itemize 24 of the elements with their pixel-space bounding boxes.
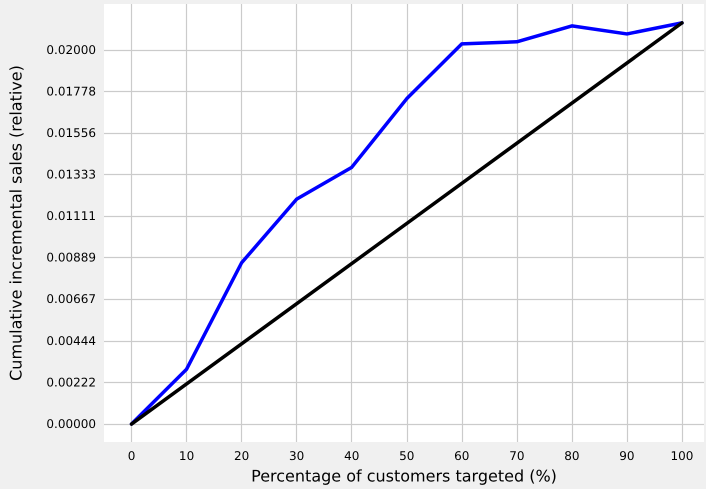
y-tick-label: 0.01333 bbox=[46, 168, 96, 182]
x-tick-label: 30 bbox=[289, 449, 304, 463]
x-tick-label: 40 bbox=[344, 449, 360, 463]
x-axis-title: Percentage of customers targeted (%) bbox=[251, 466, 557, 486]
x-tick-label: 50 bbox=[399, 449, 414, 463]
x-tick-label: 90 bbox=[619, 449, 635, 463]
y-tick-label: 0.00000 bbox=[46, 417, 96, 432]
x-tick-label: 20 bbox=[234, 449, 250, 463]
x-tick-label: 80 bbox=[564, 449, 580, 463]
line-series bbox=[130, 21, 684, 426]
x-tick-label: 60 bbox=[454, 449, 470, 463]
x-tick-label: 100 bbox=[670, 449, 694, 463]
y-tick-label: 0.00889 bbox=[46, 250, 96, 265]
x-tick-label: 70 bbox=[509, 449, 524, 463]
x-tick-label: 0 bbox=[128, 449, 136, 463]
y-tick-label: 0.00667 bbox=[46, 292, 96, 306]
y-tick-label: 0.01556 bbox=[46, 126, 96, 140]
y-tick-label: 0.02000 bbox=[46, 42, 96, 57]
y-axis-title: Cumulative incremental sales (relative) bbox=[6, 65, 26, 381]
y-tick-label: 0.01111 bbox=[46, 209, 96, 224]
y-tick-label: 0.01778 bbox=[46, 84, 96, 98]
x-tick-label: 10 bbox=[178, 449, 194, 463]
y-tick-label: 0.00444 bbox=[46, 334, 96, 348]
y-tick-label: 0.00222 bbox=[46, 376, 96, 390]
